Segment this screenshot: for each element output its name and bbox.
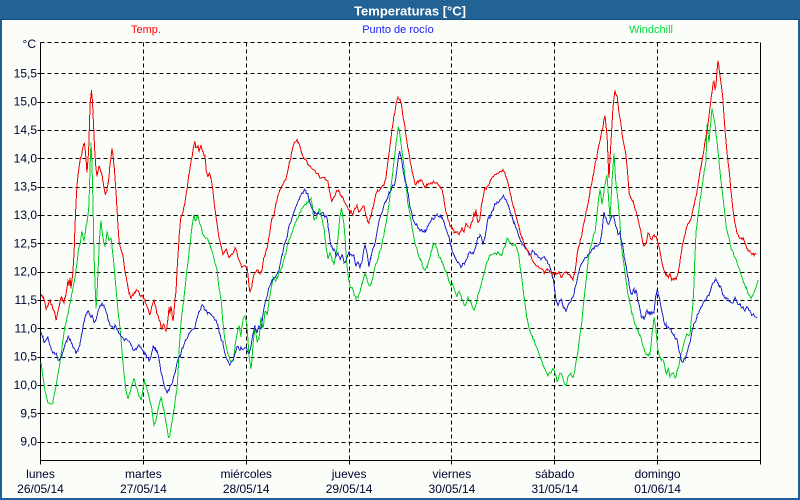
svg-text:10,0: 10,0 [14, 378, 38, 392]
svg-text:13,5: 13,5 [14, 180, 38, 194]
svg-text:15,0: 15,0 [14, 95, 38, 109]
svg-text:domingo: domingo [635, 467, 681, 481]
svg-text:viernes: viernes [433, 467, 472, 481]
svg-text:28/05/14: 28/05/14 [223, 482, 270, 496]
svg-text:29/05/14: 29/05/14 [326, 482, 373, 496]
svg-text:14,5: 14,5 [14, 123, 38, 137]
svg-text:11,5: 11,5 [15, 293, 38, 307]
svg-text:lunes: lunes [26, 467, 55, 481]
svg-text:12,0: 12,0 [14, 265, 38, 279]
svg-text:01/06/14: 01/06/14 [634, 482, 681, 496]
svg-text:9,5: 9,5 [20, 406, 37, 420]
svg-text:martes: martes [125, 467, 162, 481]
svg-text:jueves: jueves [331, 467, 367, 481]
svg-text:30/05/14: 30/05/14 [429, 482, 476, 496]
svg-text:27/05/14: 27/05/14 [120, 482, 167, 496]
svg-text:sábado: sábado [535, 467, 575, 481]
svg-text:10,5: 10,5 [14, 350, 38, 364]
svg-text:31/05/14: 31/05/14 [531, 482, 578, 496]
svg-text:12,5: 12,5 [14, 236, 38, 250]
svg-text:13,0: 13,0 [14, 208, 38, 222]
svg-text:26/05/14: 26/05/14 [17, 482, 64, 496]
svg-text:15,5: 15,5 [14, 66, 38, 80]
svg-text:9,0: 9,0 [20, 435, 37, 449]
svg-text:°C: °C [23, 37, 37, 51]
svg-text:11,0: 11,0 [15, 321, 38, 335]
svg-text:Temperaturas [°C]: Temperaturas [°C] [354, 4, 466, 19]
svg-text:14,0: 14,0 [14, 151, 38, 165]
svg-text:miércoles: miércoles [221, 467, 272, 481]
